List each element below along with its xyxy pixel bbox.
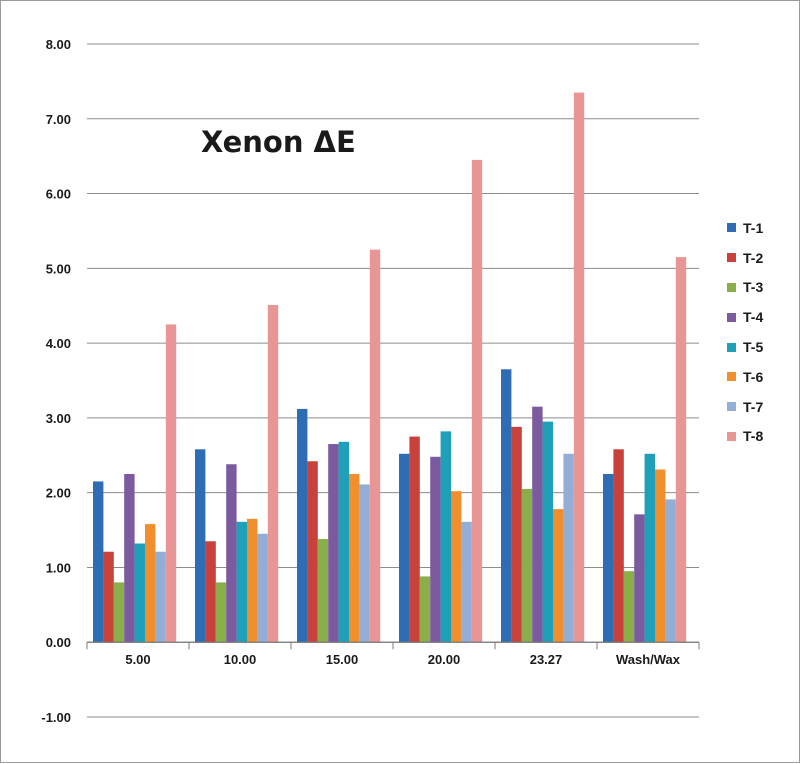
y-tick-label: 4.00 (46, 336, 71, 351)
bar-t-6-wash-wax (655, 469, 666, 643)
y-tick-label: 1.00 (46, 560, 71, 575)
legend-swatch (727, 402, 736, 412)
y-tick-label: 0.00 (46, 635, 71, 650)
bar-t-5-10-00 (236, 521, 247, 643)
bar-t-3-10-00 (215, 582, 227, 643)
bar-t-8-10-00 (267, 304, 279, 643)
y-tick-label: -1.00 (41, 710, 71, 725)
bar-t-7-20-00 (461, 521, 472, 643)
y-axis-tick-labels: 8.00 7.00 6.00 5.00 4.00 3.00 2.00 1.00 0.00 -1.0… (41, 37, 71, 725)
x-category-label: 10.00 (224, 652, 257, 667)
bar-t-6-20-00 (451, 491, 462, 643)
y-tick-label: 6.00 (46, 187, 71, 202)
legend-label: T-6 (743, 368, 764, 385)
bar-t-8-20-00 (471, 159, 483, 643)
legend-item-t-6: T-6 (727, 362, 763, 392)
y-tick-label: 3.00 (46, 411, 71, 426)
bar-t-4-15-00 (328, 444, 339, 643)
legend-label: T-8 (743, 428, 764, 445)
bar-t-3-15-00 (317, 539, 329, 643)
bar-t-1-10-00 (195, 449, 206, 643)
y-tick-label: 5.00 (46, 261, 71, 276)
legend-item-t-7: T-7 (727, 392, 763, 422)
bar-t-6-10-00 (247, 518, 258, 643)
bar-t-1-wash-wax (603, 473, 614, 643)
bar-t-5-wash-wax (644, 453, 655, 643)
bar-t-1-15-00 (297, 408, 308, 643)
bar-t-7-15-00 (359, 484, 370, 643)
legend-item-t-3: T-3 (727, 273, 763, 303)
bar-t-8-15-00 (369, 249, 381, 643)
bar-t-5-20-00 (440, 431, 451, 643)
bar-t-7-23-27 (563, 453, 574, 643)
y-tick-label: 2.00 (46, 486, 71, 501)
bar-t-8-wash-wax (675, 257, 687, 643)
chart-title: Xenon ΔE (201, 125, 356, 159)
legend-label: T-2 (743, 249, 764, 266)
legend-item-t-4: T-4 (727, 302, 763, 332)
x-axis (86, 641, 700, 650)
legend-item-t-2: T-2 (727, 243, 763, 273)
legend-swatch (727, 372, 736, 382)
x-category-label: 15.00 (326, 652, 359, 667)
y-tick-label: 7.00 (46, 112, 71, 127)
legend-swatch (727, 282, 736, 292)
bar-t-3-23-27 (521, 488, 533, 643)
x-category-label: 20.00 (428, 652, 461, 667)
bar-t-3-wash-wax (623, 571, 635, 643)
legend-item-t-8: T-8 (727, 422, 763, 452)
legend: T-1 T-2 T-3 T-4 T-5 T-6 T-7 T-8 (727, 213, 763, 451)
legend-swatch (727, 223, 736, 233)
bar-t-7-wash-wax (665, 499, 676, 643)
bar-t-8-5-00 (165, 324, 177, 643)
bar-t-2-5-00 (103, 551, 114, 643)
bar-t-6-15-00 (349, 473, 360, 643)
bar-t-1-20-00 (399, 453, 410, 643)
x-axis-category-labels: 5.00 10.00 15.00 20.00 23.27 Wash/Wax (125, 652, 680, 667)
bar-t-4-10-00 (226, 464, 237, 643)
legend-label: T-7 (743, 398, 764, 415)
bar-t-7-5-00 (155, 551, 166, 643)
bar-t-6-23-27 (553, 509, 564, 643)
legend-item-t-1: T-1 (727, 213, 763, 243)
legend-swatch (727, 312, 736, 322)
bar-t-4-20-00 (430, 456, 441, 643)
legend-label: T-3 (743, 279, 764, 296)
bar-t-8-23-27 (573, 92, 585, 643)
bar-t-5-15-00 (338, 441, 349, 643)
y-tick-label: 8.00 (46, 37, 71, 52)
bar-t-5-23-27 (542, 421, 553, 643)
bar-t-6-5-00 (145, 524, 156, 643)
bar-t-2-20-00 (409, 436, 420, 643)
bar-t-2-23-27 (511, 426, 522, 643)
bar-t-3-5-00 (113, 582, 125, 643)
x-category-label: Wash/Wax (616, 652, 681, 667)
bar-t-4-23-27 (532, 406, 543, 643)
legend-label: T-5 (743, 339, 764, 356)
legend-label: T-4 (743, 309, 764, 326)
bar-t-7-10-00 (257, 533, 268, 643)
bars (93, 92, 687, 643)
bar-t-2-wash-wax (613, 449, 624, 643)
x-category-label: 5.00 (125, 652, 150, 667)
bar-t-4-wash-wax (634, 514, 645, 643)
legend-item-t-5: T-5 (727, 332, 763, 362)
legend-swatch (727, 342, 736, 352)
bar-t-5-5-00 (134, 543, 145, 643)
bar-t-2-15-00 (307, 461, 318, 643)
bar-t-4-5-00 (124, 473, 135, 643)
bar-t-3-20-00 (419, 576, 431, 643)
legend-swatch (727, 431, 736, 441)
bar-t-1-5-00 (93, 481, 104, 643)
legend-label: T-1 (743, 219, 764, 236)
bar-t-2-10-00 (205, 541, 216, 643)
x-category-label: 23.27 (530, 652, 563, 667)
legend-swatch (727, 253, 736, 263)
bar-t-1-23-27 (501, 369, 512, 643)
